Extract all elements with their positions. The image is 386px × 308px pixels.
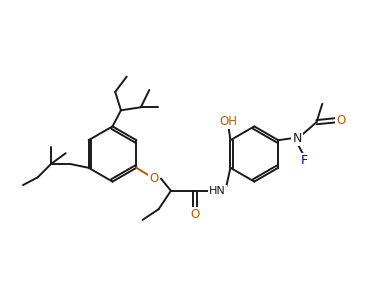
Text: O: O [336, 114, 345, 127]
Text: N: N [292, 132, 302, 145]
Text: OH: OH [220, 115, 237, 128]
Text: O: O [190, 208, 199, 221]
Text: O: O [149, 172, 159, 185]
Text: HN: HN [209, 186, 226, 196]
Text: F: F [300, 154, 308, 167]
